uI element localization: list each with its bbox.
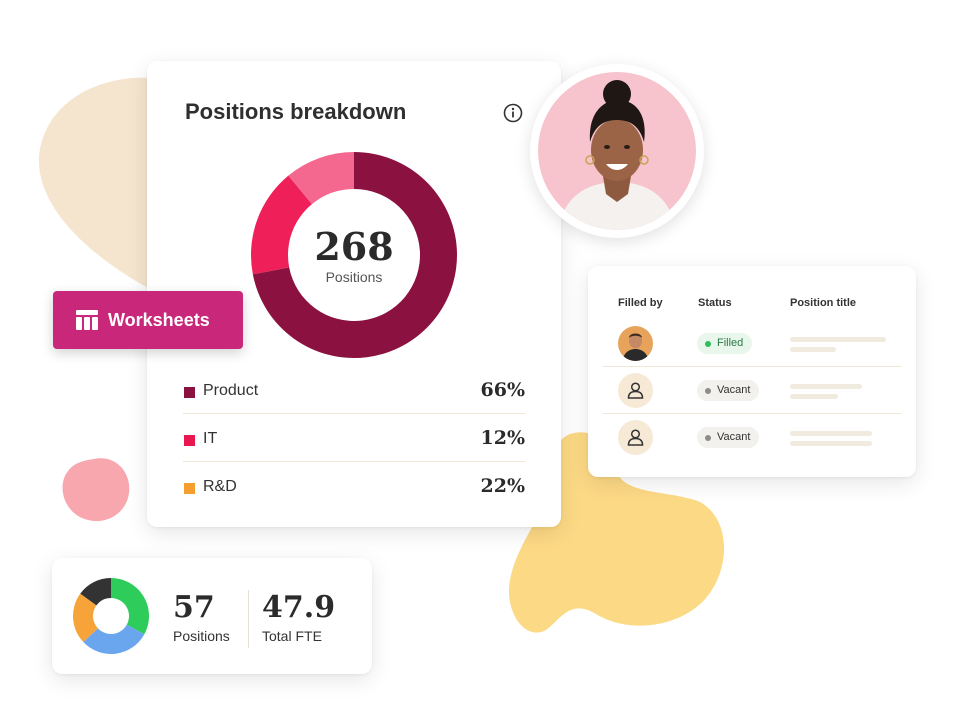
legend-label: R&D <box>203 478 237 495</box>
placeholder-bar <box>790 431 872 436</box>
column-header-status: Status <box>698 297 732 309</box>
person-photo <box>538 72 696 230</box>
status-text: Vacant <box>717 384 751 396</box>
status-dot <box>705 435 711 441</box>
placeholder-bar <box>790 384 862 389</box>
table-row[interactable]: Vacant <box>603 367 901 414</box>
positions-label: Positions <box>173 628 230 644</box>
legend-percent: 66% <box>480 379 526 401</box>
legend-label: Product <box>203 382 259 399</box>
status-badge: Vacant <box>697 380 760 401</box>
placeholder-bar <box>790 337 886 342</box>
placeholder-bar <box>790 347 836 352</box>
table-row[interactable]: Vacant <box>603 414 901 461</box>
card-title: Positions breakdown <box>185 99 407 124</box>
legend-swatch <box>184 435 195 446</box>
table-row[interactable]: Filled <box>603 320 901 367</box>
placeholder-bar <box>790 394 838 399</box>
donut-segment-1 <box>251 175 312 275</box>
mini-donut-segment-0 <box>111 578 149 635</box>
positions-value: 57 <box>173 590 215 625</box>
divider <box>248 590 249 648</box>
legend-swatch <box>184 483 195 494</box>
placeholder-bar <box>790 441 872 446</box>
status-badge: Vacant <box>697 427 760 448</box>
divider <box>603 413 901 414</box>
yellow-blob <box>508 432 725 633</box>
donut-total-label: Positions <box>325 269 383 285</box>
peach-blob <box>38 77 163 288</box>
fte-value: 47.9 <box>262 590 336 625</box>
column-header-position-title: Position title <box>790 297 856 309</box>
column-header-filled-by: Filled by <box>618 297 663 309</box>
mini-donut-segment-1 <box>83 624 145 654</box>
status-badge: Filled <box>697 333 753 354</box>
donut-segment-2 <box>288 152 354 205</box>
mini-donut-chart <box>73 578 149 654</box>
donut-segment-0 <box>252 152 457 358</box>
fte-label: Total FTE <box>262 628 322 644</box>
legend-label: IT <box>203 430 218 447</box>
pink-blob <box>62 458 130 522</box>
donut-total: 268 <box>314 224 394 269</box>
worksheets-button[interactable]: Worksheets <box>53 291 243 349</box>
divider <box>603 366 901 367</box>
info-icon[interactable] <box>503 103 523 123</box>
positions-table-card: Filled by Status Position title Filled <box>588 266 916 477</box>
mini-donut-segment-3 <box>80 578 111 606</box>
avatar <box>530 64 704 238</box>
status-text: Vacant <box>717 431 751 443</box>
person-placeholder-icon <box>618 373 653 408</box>
legend-percent: 22% <box>480 475 526 497</box>
positions-donut-chart <box>251 152 457 358</box>
mini-donut-segment-2 <box>73 593 98 643</box>
divider <box>183 461 525 462</box>
legend-row-product: Product 66% <box>183 366 525 414</box>
legend-row-rnd: R&D 22% <box>183 462 525 510</box>
person-placeholder-icon <box>618 420 653 455</box>
divider <box>183 413 525 414</box>
table-icon <box>76 310 98 330</box>
worksheets-label: Worksheets <box>108 310 210 330</box>
stats-card: 57 Positions 47.9 Total FTE <box>52 558 372 674</box>
legend-percent: 12% <box>480 427 526 449</box>
person-photo <box>618 326 653 361</box>
status-text: Filled <box>717 337 744 349</box>
legend-swatch <box>184 387 195 398</box>
status-dot <box>705 341 711 347</box>
status-dot <box>705 388 711 394</box>
legend-row-it: IT 12% <box>183 414 525 462</box>
